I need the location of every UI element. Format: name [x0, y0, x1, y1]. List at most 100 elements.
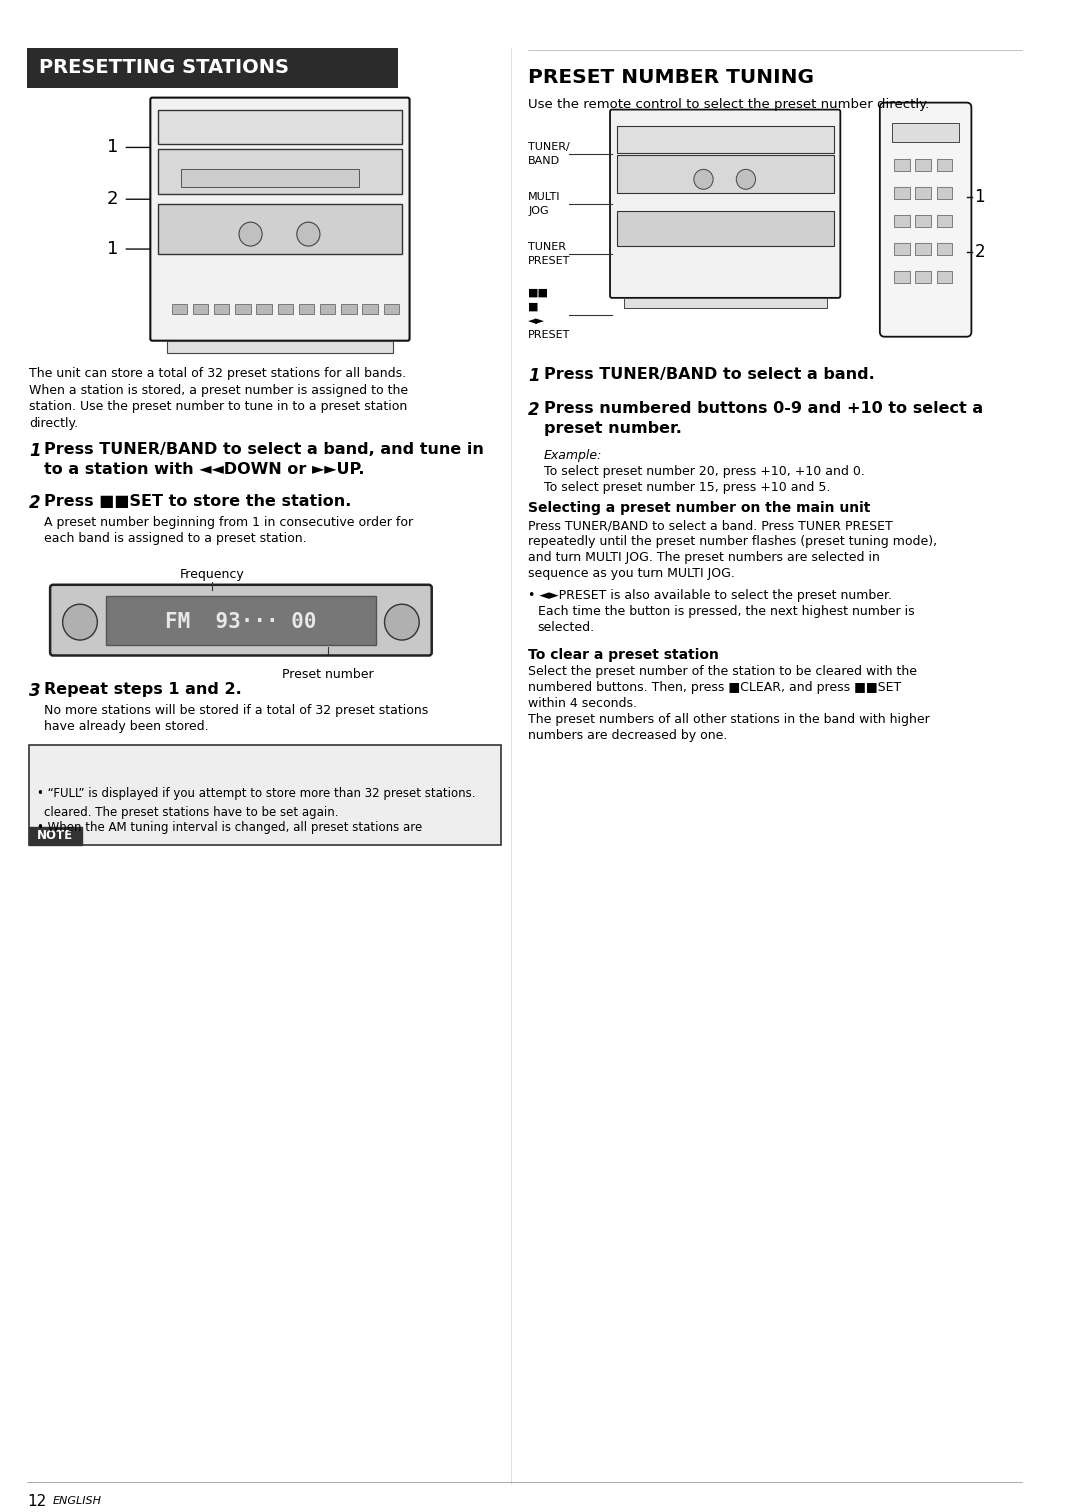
Bar [172, 304, 187, 314]
Text: Press TUNER/BAND to select a band, and tune in: Press TUNER/BAND to select a band, and t… [44, 443, 484, 457]
Text: Press ■■SET to store the station.: Press ■■SET to store the station. [44, 494, 352, 510]
Bar [916, 243, 931, 256]
Text: To select preset number 15, press +10 and 5.: To select preset number 15, press +10 an… [543, 481, 829, 494]
Bar [894, 215, 909, 227]
Text: 2: 2 [974, 243, 985, 262]
Bar [894, 243, 909, 256]
Text: JOG: JOG [528, 206, 549, 216]
Text: Press numbered buttons 0-9 and +10 to select a: Press numbered buttons 0-9 and +10 to se… [543, 402, 983, 416]
Text: Frequency: Frequency [179, 569, 244, 581]
Text: 2: 2 [29, 494, 41, 513]
Text: directly.: directly. [29, 417, 78, 431]
Bar [892, 122, 959, 142]
Bar [617, 125, 834, 153]
Text: numbers are decreased by one.: numbers are decreased by one. [528, 729, 728, 742]
Text: station. Use the preset number to tune in to a preset station: station. Use the preset number to tune i… [29, 401, 407, 413]
Bar [278, 304, 293, 314]
Text: MULTI: MULTI [528, 192, 561, 203]
Text: • ◄►PRESET is also available to select the preset number.: • ◄►PRESET is also available to select t… [528, 588, 892, 602]
Text: BAND: BAND [528, 156, 561, 166]
Text: The preset numbers of all other stations in the band with higher: The preset numbers of all other stations… [528, 714, 930, 726]
Bar [320, 304, 336, 314]
Text: within 4 seconds.: within 4 seconds. [528, 697, 637, 711]
Text: PRESET NUMBER TUNING: PRESET NUMBER TUNING [528, 68, 814, 86]
Text: FM  93··· 00: FM 93··· 00 [165, 612, 316, 632]
Bar [192, 304, 208, 314]
Bar [936, 187, 953, 200]
Text: NOTE: NOTE [37, 829, 73, 842]
Bar [256, 304, 272, 314]
Text: Press TUNER/BAND to select a band.: Press TUNER/BAND to select a band. [543, 366, 875, 381]
Text: 2: 2 [107, 191, 119, 209]
Text: have already been stored.: have already been stored. [44, 720, 208, 733]
Text: No more stations will be stored if a total of 32 preset stations: No more stations will be stored if a tot… [44, 705, 429, 717]
Text: • When the AM tuning interval is changed, all preset stations are: • When the AM tuning interval is changed… [37, 821, 422, 833]
FancyBboxPatch shape [50, 585, 432, 656]
Circle shape [384, 605, 419, 640]
Text: Example:: Example: [543, 449, 602, 463]
Text: A preset number beginning from 1 in consecutive order for: A preset number beginning from 1 in cons… [44, 516, 414, 529]
Bar [299, 304, 314, 314]
Text: Select the preset number of the station to be cleared with the: Select the preset number of the station … [528, 665, 917, 679]
Text: ■■: ■■ [528, 287, 549, 298]
Bar [214, 304, 229, 314]
Text: 12: 12 [27, 1494, 46, 1509]
FancyBboxPatch shape [610, 109, 840, 298]
Text: cleared. The preset stations have to be set again.: cleared. The preset stations have to be … [44, 806, 339, 820]
Text: selected.: selected. [538, 620, 595, 634]
Text: ENGLISH: ENGLISH [53, 1497, 102, 1506]
Bar [894, 187, 909, 200]
Text: Selecting a preset number on the main unit: Selecting a preset number on the main un… [528, 500, 870, 516]
Circle shape [297, 222, 320, 246]
Circle shape [737, 169, 756, 189]
Text: numbered buttons. Then, press ■CLEAR, and press ■■SET: numbered buttons. Then, press ■CLEAR, an… [528, 682, 902, 694]
Bar [158, 109, 402, 145]
Bar [936, 243, 953, 256]
Bar [106, 596, 376, 644]
Bar [617, 156, 834, 194]
Text: Press TUNER/BAND to select a band. Press TUNER PRESET: Press TUNER/BAND to select a band. Press… [528, 519, 893, 532]
Text: When a station is stored, a preset number is assigned to the: When a station is stored, a preset numbe… [29, 384, 408, 396]
Text: Each time the button is pressed, the next highest number is: Each time the button is pressed, the nex… [538, 605, 915, 618]
Bar [916, 271, 931, 283]
Bar [158, 150, 402, 194]
Text: repeatedly until the preset number flashes (preset tuning mode),: repeatedly until the preset number flash… [528, 535, 937, 547]
Circle shape [239, 222, 262, 246]
Text: Preset number: Preset number [282, 668, 374, 682]
Text: and turn MULTI JOG. The preset numbers are selected in: and turn MULTI JOG. The preset numbers a… [528, 550, 880, 564]
Text: sequence as you turn MULTI JOG.: sequence as you turn MULTI JOG. [528, 567, 735, 579]
Bar [166, 340, 393, 352]
Bar [29, 827, 82, 845]
Text: ■: ■ [528, 302, 539, 311]
Text: • “FULL” is displayed if you attempt to store more than 32 preset stations.: • “FULL” is displayed if you attempt to … [37, 786, 475, 800]
Text: TUNER: TUNER [528, 242, 566, 253]
Text: 1: 1 [107, 240, 119, 259]
Bar [383, 304, 399, 314]
Text: preset number.: preset number. [543, 422, 681, 437]
FancyBboxPatch shape [150, 98, 409, 340]
Text: The unit can store a total of 32 preset stations for all bands.: The unit can store a total of 32 preset … [29, 366, 406, 380]
Bar [894, 271, 909, 283]
Bar [235, 304, 251, 314]
Text: TUNER/: TUNER/ [528, 142, 570, 153]
Bar [617, 212, 834, 246]
Bar [936, 159, 953, 171]
Circle shape [63, 605, 97, 640]
Bar [623, 298, 827, 308]
Bar [936, 271, 953, 283]
Circle shape [693, 169, 713, 189]
Text: To clear a preset station: To clear a preset station [528, 647, 719, 662]
Text: PRESETTING STATIONS: PRESETTING STATIONS [39, 59, 288, 77]
Text: ◄►: ◄► [528, 316, 545, 325]
Bar [181, 169, 360, 187]
Bar [894, 159, 909, 171]
Text: to a station with ◄◄DOWN or ►►UP.: to a station with ◄◄DOWN or ►►UP. [44, 463, 365, 478]
Bar [341, 304, 356, 314]
Text: 1: 1 [107, 139, 119, 156]
Bar [363, 304, 378, 314]
Bar [936, 215, 953, 227]
Text: 2: 2 [528, 402, 540, 419]
Text: PRESET: PRESET [528, 330, 570, 340]
Bar [916, 159, 931, 171]
Text: 1: 1 [974, 189, 985, 206]
